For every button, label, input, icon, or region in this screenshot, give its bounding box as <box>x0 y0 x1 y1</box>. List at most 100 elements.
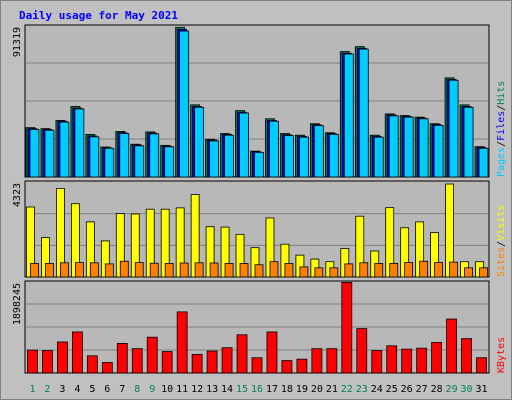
legend: Sites/Visits <box>496 205 507 277</box>
x-tick-label: 29 <box>446 384 458 395</box>
x-tick-label: 30 <box>461 384 473 395</box>
y-max-label: 1898245 <box>12 283 23 325</box>
x-tick-label: 31 <box>475 384 487 395</box>
bar-kbytes-day-1 <box>27 349 38 374</box>
x-tick-label: 18 <box>281 384 293 395</box>
bar-pages-day-16 <box>254 152 264 178</box>
bar-kbytes-day-14 <box>221 347 233 374</box>
x-tick-label: 9 <box>149 384 155 395</box>
bar-kbytes-day-20 <box>311 348 323 374</box>
x-tick-label: 10 <box>161 384 173 395</box>
bar-kbytes-day-16 <box>251 357 263 374</box>
bar-pages-day-2 <box>44 129 55 178</box>
bar-kbytes-day-9 <box>146 336 158 374</box>
x-tick-label: 25 <box>386 384 398 395</box>
x-tick-label: 15 <box>236 384 248 395</box>
bar-sites-day-23 <box>359 262 369 278</box>
bar-pages-day-29 <box>448 79 459 178</box>
chart-panels: 91319Pages/Files/Hits4323Sites/Visits189… <box>12 24 507 374</box>
legend-entry: Hits <box>496 81 507 105</box>
bar-sites-day-2 <box>45 263 54 278</box>
x-tick-label: 8 <box>134 384 140 395</box>
bar-pages-day-25 <box>388 115 399 178</box>
x-tick-label: 27 <box>416 384 428 395</box>
bar-pages-day-6 <box>104 147 115 178</box>
x-tick-label: 20 <box>311 384 323 395</box>
bar-sites-day-29 <box>449 261 458 278</box>
bar-sites-day-10 <box>164 263 174 278</box>
bar-sites-day-18 <box>284 263 294 278</box>
x-tick-label: 22 <box>341 384 353 395</box>
bar-kbytes-day-6 <box>101 362 113 374</box>
bar-pages-day-1 <box>29 129 40 178</box>
bar-sites-day-11 <box>179 262 189 278</box>
bar-kbytes-day-15 <box>236 334 248 374</box>
x-tick-label: 19 <box>296 384 308 395</box>
bar-sites-day-5 <box>89 262 99 278</box>
bar-sites-day-9 <box>149 262 159 278</box>
legend-entry: / <box>496 141 507 147</box>
bar-kbytes-day-23 <box>356 328 368 374</box>
bar-kbytes-day-26 <box>401 348 413 374</box>
x-tick-label: 2 <box>44 384 50 395</box>
bar-kbytes-day-7 <box>116 343 128 374</box>
bar-pages-day-10 <box>164 146 175 178</box>
bar-pages-day-13 <box>209 140 219 178</box>
bar-kbytes-day-29 <box>446 318 457 374</box>
x-tick-label: 16 <box>251 384 263 395</box>
bar-sites-day-12 <box>194 262 204 278</box>
bar-kbytes-day-4 <box>71 331 83 374</box>
legend-entry: Files <box>496 111 507 141</box>
bar-pages-day-30 <box>463 106 474 178</box>
bar-sites-day-25 <box>389 263 399 278</box>
bar-pages-day-11 <box>179 30 190 178</box>
legend: Pages/Files/Hits <box>496 81 507 177</box>
bar-sites-day-22 <box>344 263 354 278</box>
bar-pages-day-15 <box>239 112 249 178</box>
bar-sites-day-4 <box>74 262 84 278</box>
x-tick-label: 11 <box>176 384 188 395</box>
bar-sites-day-15 <box>239 263 249 278</box>
legend: KBytes <box>496 337 507 373</box>
bar-pages-day-14 <box>224 134 234 178</box>
bar-kbytes-day-22 <box>341 281 353 374</box>
x-tick-label: 28 <box>431 384 443 395</box>
bar-sites-day-16 <box>254 264 264 278</box>
bar-sites-day-30 <box>464 267 473 278</box>
x-tick-label: 26 <box>401 384 413 395</box>
bar-kbytes-day-21 <box>326 348 338 374</box>
x-tick-label: 4 <box>74 384 80 395</box>
bar-sites-day-6 <box>104 263 114 278</box>
bar-pages-day-26 <box>403 116 414 178</box>
chart-title: Daily usage for May 2021 <box>19 9 178 22</box>
bar-sites-day-13 <box>209 262 219 278</box>
bar-kbytes-day-18 <box>281 360 293 374</box>
bar-kbytes-day-17 <box>266 331 278 374</box>
bar-pages-day-23 <box>358 48 369 178</box>
x-tick-label: 24 <box>371 384 383 395</box>
bar-kbytes-day-11 <box>176 311 188 374</box>
x-tick-label: 5 <box>89 384 95 395</box>
legend-entry: Sites <box>496 247 507 277</box>
x-tick-label: 14 <box>221 384 233 395</box>
legend-entry: Pages <box>496 147 507 177</box>
bar-kbytes-day-10 <box>161 351 173 374</box>
bar-kbytes-day-5 <box>86 355 98 374</box>
bar-pages-day-9 <box>149 133 160 178</box>
panel-visits-sites: 4323 Sites/Visits <box>12 180 507 278</box>
bar-pages-day-19 <box>299 136 309 178</box>
bar-sites-day-7 <box>119 260 129 278</box>
bar-kbytes-day-19 <box>296 358 308 374</box>
bar-sites-day-3 <box>60 262 69 278</box>
bar-sites-day-31 <box>479 267 488 278</box>
x-axis-labels: 1 2 3 4 5 6 7 8 9 10 11 12 13 14 15 16 17 18 19 20 21 22 23 24 2… <box>29 384 487 395</box>
bar-sites-day-8 <box>134 262 144 278</box>
panel-kbytes: 1898245 KBytes <box>12 280 507 374</box>
y-max-label: 4323 <box>12 183 23 207</box>
bar-pages-day-17 <box>269 120 279 178</box>
bar-sites-day-26 <box>404 262 414 278</box>
legend-entry: KBytes <box>496 337 507 373</box>
y-max-label: 91319 <box>12 27 23 57</box>
